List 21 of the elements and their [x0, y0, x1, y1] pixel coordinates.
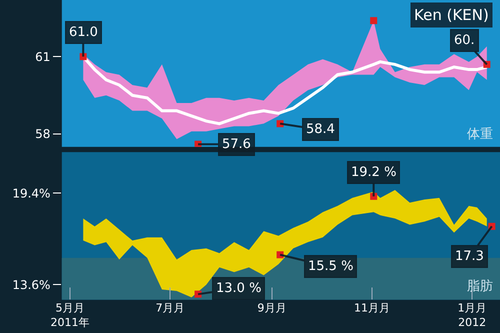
data-label: 13.0 % — [216, 281, 262, 296]
y-tick-label: 13.6% — [12, 278, 50, 292]
point — [370, 17, 378, 24]
data-label: 15.5 % — [308, 259, 354, 274]
data-label: 19.2 % — [351, 165, 396, 180]
y-tick-label: 19.4% — [12, 186, 50, 200]
annotation: 60. — [454, 33, 475, 48]
y-tick-label: 58 — [35, 127, 50, 142]
y-axis-title: 体重 — [467, 127, 493, 142]
x-tick-label: 7月月 — [156, 302, 185, 315]
x-tick-label: 11月月 — [354, 302, 390, 315]
y-axis-title: 脂肪 — [467, 279, 493, 294]
data-label: 61.0 — [69, 25, 98, 40]
data-label: 57.6 — [222, 137, 251, 152]
data-label: 17.3 — [455, 249, 484, 264]
x-tick-label: 5月月 2011年 — [50, 302, 90, 329]
x-tick-label: 1月月 2012 — [458, 302, 487, 329]
x-tick-label: 9月月 — [257, 302, 286, 315]
chart-title: Ken (KEN) — [414, 6, 489, 24]
y-tick-label: 61 — [35, 50, 50, 64]
data-label: 58.4 — [306, 122, 335, 137]
